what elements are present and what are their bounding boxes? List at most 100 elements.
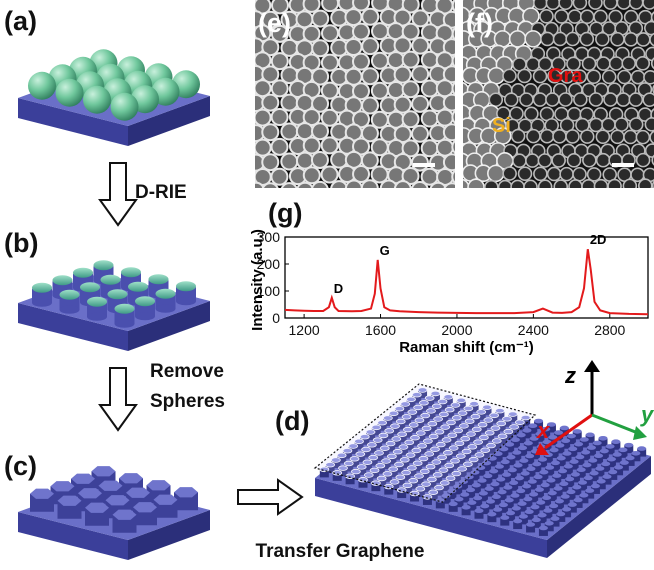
pillar	[461, 507, 471, 516]
x-tick-label: 1600	[365, 322, 396, 338]
panel-label: (d)	[275, 406, 309, 436]
sphere	[28, 71, 56, 100]
scale-bar	[612, 163, 634, 167]
pillar	[456, 456, 466, 465]
pillar	[520, 473, 530, 482]
pillar-top	[531, 517, 541, 523]
pillar-top	[105, 495, 130, 506]
nanopillar	[553, 179, 569, 188]
pillar-top	[520, 471, 530, 476]
nanopillar	[637, 178, 653, 188]
pillar-top	[411, 392, 422, 398]
pillar-top	[395, 474, 406, 480]
pillar-top	[578, 480, 588, 485]
pillar-top	[500, 459, 510, 465]
y-axis	[591, 413, 639, 435]
step-label: D-RIE	[135, 182, 187, 203]
pillar-top	[71, 473, 95, 484]
nanopillar	[255, 82, 258, 95]
pillar-top	[585, 488, 595, 493]
nanopillar	[270, 108, 289, 127]
pillar-top	[370, 480, 381, 486]
pillar	[586, 447, 596, 456]
illustrations	[18, 0, 654, 560]
pillar-top	[535, 431, 545, 437]
nanopillar	[255, 0, 258, 12]
pillar-top	[486, 442, 496, 449]
pillar-top	[406, 396, 416, 403]
pillar	[602, 476, 612, 485]
pillar-top	[420, 412, 431, 419]
pillar	[503, 487, 513, 496]
pillar-top	[532, 461, 542, 467]
pillar	[436, 444, 446, 453]
pillar-top	[549, 503, 559, 509]
pillar	[528, 425, 538, 434]
nanopillar	[595, 152, 611, 168]
raman-chart: 0 100 200 300 1200 1600 2000 2400 2800 Raman shif…	[249, 229, 649, 356]
pillar	[523, 443, 533, 452]
slab-side	[128, 510, 210, 560]
nanopillar	[411, 180, 429, 188]
pillar-top	[450, 458, 460, 464]
pillar	[430, 449, 440, 458]
nanopillar	[370, 51, 389, 70]
pillar	[569, 461, 579, 470]
pillar	[357, 466, 367, 475]
pillar	[393, 451, 403, 460]
pillar-top	[594, 453, 604, 459]
nanopillar	[261, 153, 280, 172]
pillar-base	[155, 304, 176, 313]
pillar	[536, 502, 546, 511]
pillar	[404, 442, 414, 451]
pillar-top	[538, 457, 548, 462]
pillar-top	[601, 461, 611, 467]
pillar	[579, 495, 589, 504]
pillar	[489, 471, 499, 480]
nanopillar	[451, 169, 455, 185]
pillar	[464, 477, 474, 486]
nanopillar	[386, 51, 405, 70]
pillar	[529, 438, 539, 447]
nanopillar	[508, 30, 527, 48]
pillar-top	[461, 504, 471, 510]
pillar	[631, 453, 641, 462]
pillar	[566, 491, 576, 500]
pillar	[411, 450, 421, 459]
pillar	[454, 443, 464, 452]
nanopillar	[270, 52, 289, 71]
pillar-top	[397, 431, 408, 437]
pillar	[608, 471, 618, 480]
pillar-top	[427, 421, 438, 427]
nanopillar	[295, 151, 314, 170]
nanopillar	[344, 179, 363, 188]
pillar	[465, 421, 475, 430]
nanopillar	[352, 82, 371, 101]
pillar	[454, 499, 464, 508]
pillar	[556, 458, 566, 467]
pillar-top	[435, 441, 446, 448]
nanopillar	[360, 179, 379, 188]
pillar-top	[599, 448, 609, 454]
pillar	[549, 505, 559, 514]
pillar	[450, 405, 460, 414]
arrow-head	[535, 443, 549, 455]
pillar	[418, 390, 428, 399]
nanopillar	[487, 164, 505, 183]
pillar-top	[406, 465, 417, 471]
nanopillar	[650, 57, 654, 70]
pillar	[415, 488, 425, 497]
pillar-top	[408, 478, 419, 484]
pillar-top	[377, 420, 388, 426]
pillar	[477, 480, 487, 489]
graphene-sheet	[313, 383, 537, 503]
pillar	[443, 396, 453, 405]
pillar	[553, 488, 563, 497]
pillar-top	[448, 501, 458, 507]
pillar	[331, 460, 341, 469]
nanopillar	[488, 92, 504, 108]
pillar	[530, 451, 540, 460]
pillar-top	[541, 426, 551, 432]
pillar	[407, 467, 417, 476]
pillar-top	[421, 481, 432, 487]
